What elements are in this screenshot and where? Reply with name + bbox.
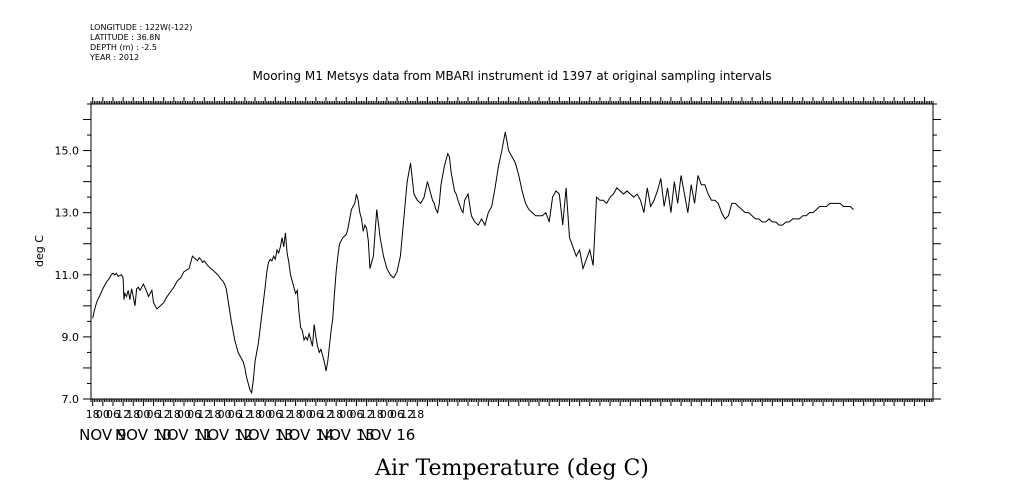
x-tick-label: 18 <box>410 408 424 421</box>
x-tick-label: 00 <box>380 408 394 421</box>
x-tick-label: 18 <box>329 408 343 421</box>
x-tick-label: 06 <box>187 408 201 421</box>
x-tick-label: 00 <box>96 408 110 421</box>
x-tick-label: 18 <box>167 408 181 421</box>
x-day-label: NOV 12 <box>196 426 253 444</box>
x-tick-label: 18 <box>207 408 221 421</box>
y-axis-label: deg C <box>33 235 46 267</box>
x-day-label: NOV 9 <box>79 426 126 444</box>
y-tick-label: 13.0 <box>55 207 80 220</box>
x-tick-label: 18 <box>370 408 384 421</box>
longitude-label: LONGITUDE : 122W(-122) <box>90 23 192 32</box>
year-label: YEAR : 2012 <box>89 53 139 62</box>
x-tick-label: 12 <box>400 408 414 421</box>
x-tick-label: 06 <box>147 408 161 421</box>
x-tick-label: 12 <box>278 408 292 421</box>
x-tick-label: 06 <box>309 408 323 421</box>
x-tick-label: 06 <box>106 408 120 421</box>
x-day-label: NOV 13 <box>237 426 294 444</box>
x-tick-label: 06 <box>349 408 363 421</box>
plot-frame <box>90 103 934 400</box>
x-tick-label: 12 <box>319 408 333 421</box>
x-day-label: NOV 15 <box>318 426 375 444</box>
x-tick-label: 00 <box>258 408 272 421</box>
y-tick-label: 15.0 <box>55 145 80 158</box>
x-tick-label: 18 <box>248 408 262 421</box>
y-tick-label: 7.0 <box>62 393 80 406</box>
depth-label: DEPTH (m) : -2.5 <box>90 43 157 52</box>
x-tick-label: 18 <box>86 408 100 421</box>
x-tick-label: 06 <box>390 408 404 421</box>
x-tick-label: 18 <box>126 408 140 421</box>
x-day-label: NOV 16 <box>358 426 415 444</box>
x-tick-label: 12 <box>238 408 252 421</box>
x-tick-label: 06 <box>228 408 242 421</box>
y-tick-label: 11.0 <box>55 269 80 282</box>
x-tick-label: 12 <box>197 408 211 421</box>
x-tick-labels: 1800061218000612180006121800061218000612… <box>86 408 425 421</box>
latitude-label: LATITUDE : 36.8N <box>90 33 160 42</box>
x-day-label: NOV 14 <box>277 426 334 444</box>
x-tick-label: 12 <box>116 408 130 421</box>
x-day-label: NOV 10 <box>115 426 172 444</box>
x-day-label: NOV 11 <box>156 426 213 444</box>
x-tick-label: 18 <box>289 408 303 421</box>
x-tick-label: 00 <box>299 408 313 421</box>
x-tick-label: 00 <box>218 408 232 421</box>
chart-title: Mooring M1 Metsys data from MBARI instru… <box>253 69 772 83</box>
axis-ticks <box>83 97 941 406</box>
series-line <box>92 131 854 395</box>
x-tick-label: 00 <box>339 408 353 421</box>
x-tick-label: 00 <box>177 408 191 421</box>
x-tick-label: 00 <box>136 408 150 421</box>
x-axis-title: Air Temperature (deg C) <box>374 456 649 481</box>
x-tick-label: 12 <box>360 408 374 421</box>
x-tick-label: 12 <box>157 408 171 421</box>
y-tick-label: 9.0 <box>62 331 80 344</box>
x-tick-label: 06 <box>268 408 282 421</box>
y-tick-labels: 7.0 9.0 11.0 13.0 15.0 <box>55 145 80 406</box>
